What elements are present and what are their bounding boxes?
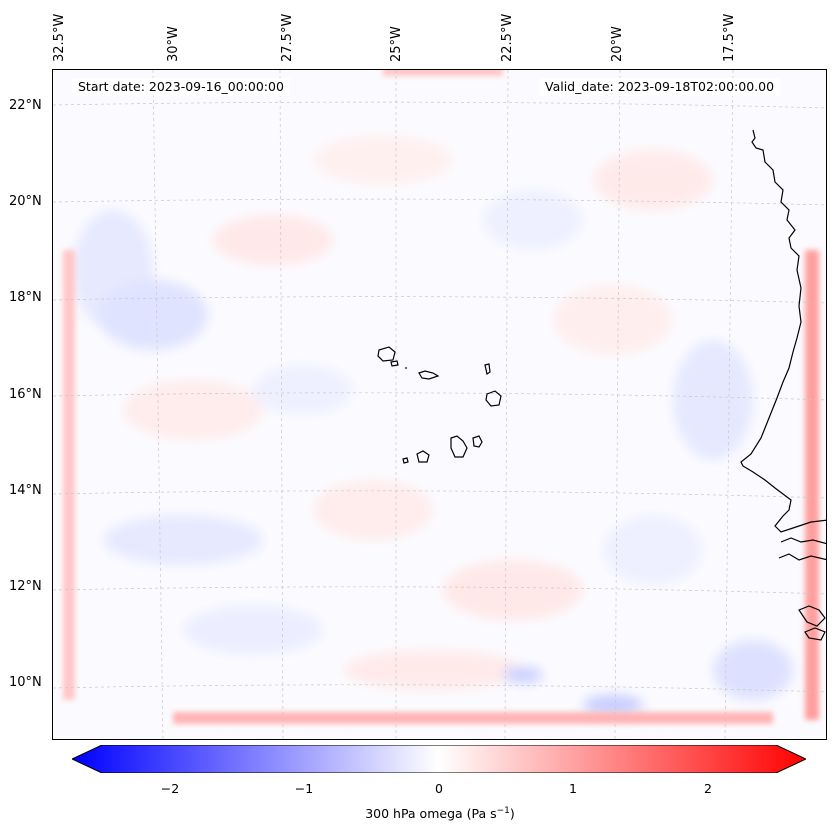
lat-label: 16°N [9, 387, 42, 402]
lon-label: 30°W [166, 26, 181, 62]
colorbar-label-end: ) [509, 806, 515, 822]
colorbar-label: 300 hPa omega (Pa s−1) [0, 806, 837, 821]
lon-label: 22.5°W [500, 13, 515, 62]
lat-label: 22°N [9, 98, 42, 113]
lat-label: 18°N [9, 290, 42, 305]
lon-label: 27.5°W [280, 13, 295, 62]
colorbar-tick-label: 1 [569, 781, 577, 796]
valid-date-label: Valid_date: 2023-09-18T02:00:00.00 [539, 78, 781, 96]
map-panel [52, 69, 827, 740]
field-blobs [73, 135, 793, 715]
boundary-strips [63, 70, 819, 724]
colorbar-tick-label: −1 [294, 781, 314, 796]
lon-label: 20°W [610, 26, 625, 62]
lon-label: 25°W [389, 26, 404, 62]
lat-label: 20°N [9, 194, 42, 209]
lon-label: 17.5°W [722, 13, 737, 62]
lon-label: 32.5°W [52, 13, 67, 62]
lat-label: 12°N [9, 579, 42, 594]
start-date-label: Start date: 2023-09-16_00:00:00 [72, 78, 290, 96]
colorbar-label-main: 300 hPa omega (Pa s [365, 806, 497, 822]
colorbar-tick-label: 2 [704, 781, 712, 796]
colorbar [72, 745, 806, 773]
omega-field [53, 70, 826, 739]
colorbar-label-sup: −1 [496, 806, 510, 816]
colorbar-tick-label: −2 [160, 781, 180, 796]
colorbar-tick-label: 0 [435, 781, 443, 796]
lat-label: 14°N [9, 483, 42, 498]
graticule [53, 70, 826, 739]
coastline [377, 129, 826, 641]
lat-label: 10°N [9, 675, 42, 690]
